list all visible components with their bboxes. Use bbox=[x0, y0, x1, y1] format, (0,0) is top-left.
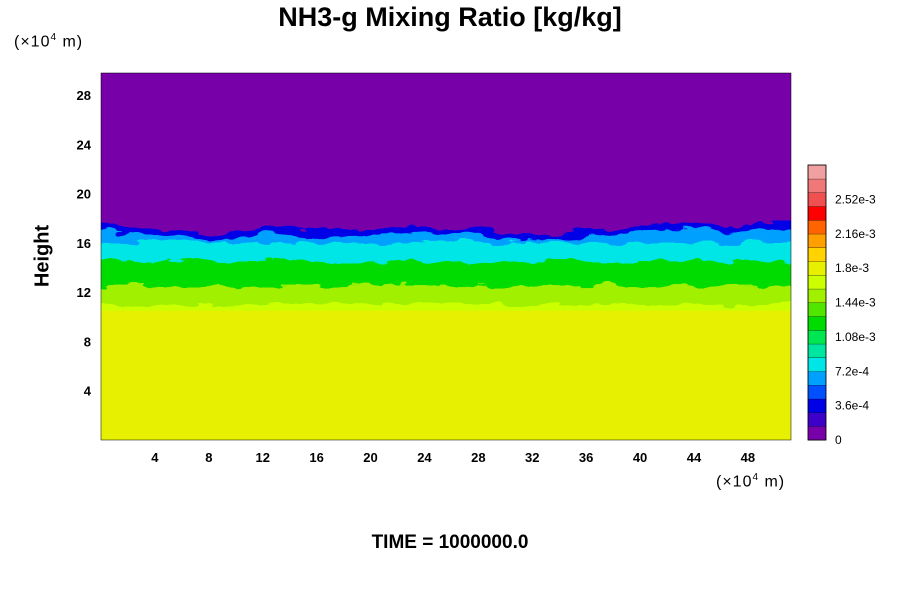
colorbar-swatch bbox=[807, 247, 827, 262]
colorbar-frame bbox=[807, 164, 827, 441]
colorbar-swatch bbox=[807, 343, 827, 358]
y-tick-label: 20 bbox=[77, 187, 91, 202]
colorbar-swatch bbox=[807, 384, 827, 400]
x-tick-label: 20 bbox=[363, 450, 377, 465]
x-tick-label: 24 bbox=[417, 450, 432, 465]
x-tick-label: 4 bbox=[151, 450, 159, 465]
x-tick-label: 28 bbox=[471, 450, 485, 465]
field-lower-region bbox=[101, 310, 791, 440]
time-label: TIME = 1000000.0 bbox=[371, 532, 529, 553]
colorbar-swatch bbox=[807, 178, 827, 193]
x-tick-label: 16 bbox=[309, 450, 323, 465]
colorbar-swatch bbox=[807, 426, 827, 441]
x-unit-prefix: (×10 bbox=[716, 473, 753, 491]
y-unit-prefix: (×10 bbox=[14, 33, 51, 51]
plot-frame bbox=[100, 72, 792, 441]
x-tick-label: 36 bbox=[579, 450, 593, 465]
colorbar-swatch bbox=[807, 288, 827, 303]
x-tick-labels: 4 8 12 16 20 24 28 32 36 40 44 48 bbox=[151, 450, 755, 465]
y-tick-label: 24 bbox=[77, 137, 92, 152]
y-unit-exponent: 4 bbox=[50, 32, 58, 43]
colorbar-tick-label: 3.6e-4 bbox=[835, 399, 869, 413]
y-tick-label: 8 bbox=[84, 334, 91, 349]
colorbar-tick-label: 1.08e-3 bbox=[835, 330, 876, 344]
x-tick-label: 40 bbox=[633, 450, 647, 465]
y-tick-labels: 4 8 12 16 20 24 28 bbox=[77, 88, 92, 399]
y-tick-label: 28 bbox=[77, 88, 91, 103]
chart-title: NH3-g Mixing Ratio [kg/kg] bbox=[278, 2, 622, 32]
colorbar-swatch bbox=[807, 219, 827, 235]
x-unit-exponent: 4 bbox=[752, 472, 760, 483]
colorbar-tick-label: 2.16e-3 bbox=[835, 227, 876, 241]
y-axis-unit: (×104 m) bbox=[14, 32, 83, 51]
colorbar-swatch bbox=[807, 274, 827, 290]
x-unit-suffix: m) bbox=[759, 473, 786, 491]
colorbar-swatch bbox=[807, 261, 827, 276]
heatmap-field bbox=[101, 73, 791, 440]
colorbar-tick-label: 1.44e-3 bbox=[835, 296, 876, 310]
colorbar: 0 3.6e-4 7.2e-4 1.08e-3 1.44e-3 1.8e-3 2.16e-3… bbox=[807, 164, 876, 447]
colorbar-swatch bbox=[807, 164, 827, 180]
x-tick-label: 44 bbox=[687, 450, 702, 465]
x-tick-label: 12 bbox=[255, 450, 269, 465]
colorbar-swatch bbox=[807, 357, 827, 372]
x-tick-label: 8 bbox=[205, 450, 212, 465]
x-tick-label: 32 bbox=[525, 450, 539, 465]
y-tick-label: 12 bbox=[77, 285, 91, 300]
colorbar-swatch bbox=[807, 329, 827, 345]
colorbar-tick-label: 2.52e-3 bbox=[835, 192, 876, 206]
colorbar-swatch bbox=[807, 302, 827, 317]
y-tick-label: 4 bbox=[84, 384, 92, 399]
colorbar-swatch bbox=[807, 206, 827, 221]
colorbar-swatch bbox=[807, 412, 827, 427]
x-axis-unit: (×104 m) bbox=[716, 472, 785, 491]
y-tick-label: 16 bbox=[77, 236, 91, 251]
x-tick-label: 48 bbox=[741, 450, 755, 465]
colorbar-tick-label: 1.8e-3 bbox=[835, 261, 869, 275]
colorbar-swatch bbox=[807, 192, 827, 207]
colorbar-tick-label: 0 bbox=[835, 433, 842, 447]
colorbar-swatch bbox=[807, 371, 827, 386]
colorbar-swatch bbox=[807, 316, 827, 331]
colorbar-tick-label: 7.2e-4 bbox=[835, 364, 869, 378]
y-unit-suffix: m) bbox=[57, 33, 84, 51]
colorbar-swatch bbox=[807, 233, 827, 248]
colorbar-swatch bbox=[807, 398, 827, 413]
